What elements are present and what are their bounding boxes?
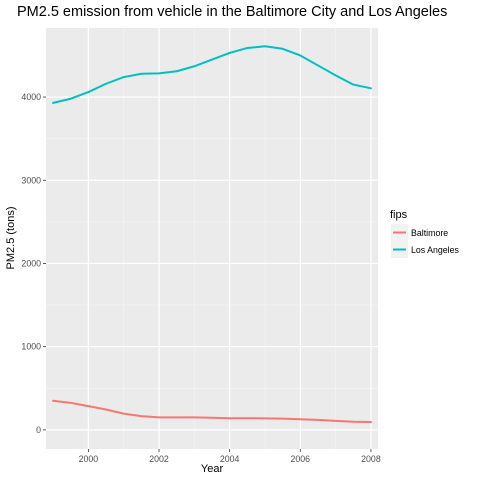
x-tick-label: 2006 bbox=[291, 454, 311, 464]
legend: fips Baltimore Los Angeles bbox=[390, 209, 460, 258]
x-tick-label: 2002 bbox=[149, 454, 169, 464]
plot-panel bbox=[46, 28, 378, 449]
y-tick-label: 3000 bbox=[21, 175, 41, 185]
y-tick-label: 1000 bbox=[21, 342, 41, 352]
x-tick-label: 2004 bbox=[220, 454, 240, 464]
y-axis: 0 1000 2000 3000 4000 bbox=[21, 92, 46, 435]
legend-label-los-angeles: Los Angeles bbox=[411, 245, 460, 255]
x-axis-title: Year bbox=[201, 463, 224, 475]
x-axis: 2000 2002 2004 2006 2008 bbox=[79, 449, 381, 464]
minor-gridlines bbox=[46, 28, 378, 449]
legend-title: fips bbox=[390, 209, 408, 221]
y-tick-label: 2000 bbox=[21, 258, 41, 268]
x-tick-label: 2000 bbox=[79, 454, 99, 464]
legend-items: Baltimore Los Angeles bbox=[391, 224, 460, 258]
x-tick-label: 2008 bbox=[361, 454, 381, 464]
legend-label-baltimore: Baltimore bbox=[411, 228, 448, 238]
series-line-baltimore bbox=[52, 399, 372, 423]
y-axis-title: PM2.5 (tons) bbox=[5, 207, 17, 270]
series-layer bbox=[52, 45, 372, 423]
chart-title: PM2.5 emission from vehicle in the Balti… bbox=[17, 4, 447, 20]
y-tick-label: 4000 bbox=[21, 92, 41, 102]
major-gridlines bbox=[46, 28, 378, 449]
y-tick-label: 0 bbox=[36, 425, 41, 435]
series-line-los-angeles bbox=[52, 45, 372, 104]
